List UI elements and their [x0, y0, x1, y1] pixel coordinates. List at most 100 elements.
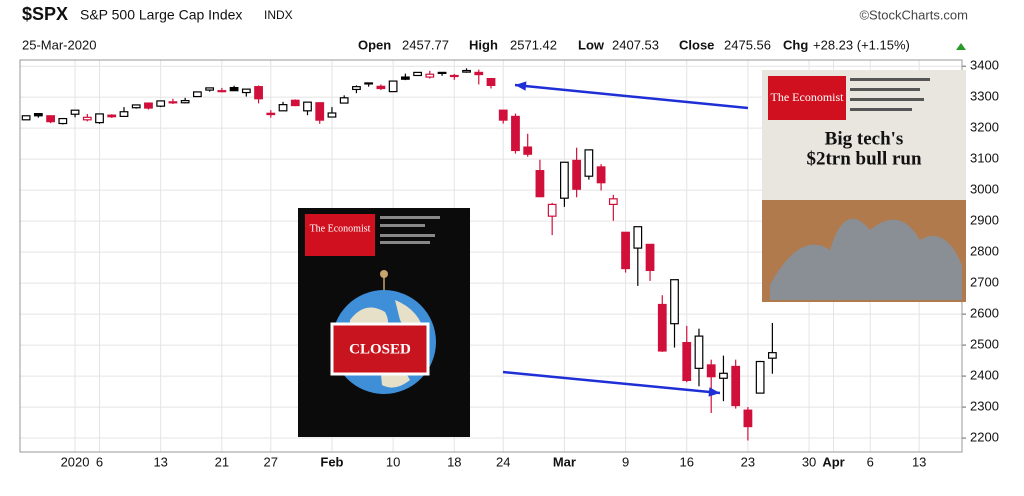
x-tick-label: Feb — [320, 454, 343, 469]
cover-line — [380, 216, 440, 219]
cover-masthead: The Economist — [771, 90, 845, 104]
candle-body — [388, 80, 398, 93]
candle-body — [254, 86, 263, 100]
candle-body — [266, 112, 276, 116]
candle-body — [437, 71, 447, 74]
cover-line — [850, 98, 924, 101]
candle-body — [95, 113, 104, 124]
cover-line — [850, 88, 920, 91]
source: ©StockCharts.com — [859, 7, 968, 22]
candle-body — [670, 279, 679, 325]
y-tick-label: 2600 — [970, 306, 999, 321]
x-tick-label: 10 — [386, 454, 400, 469]
candle-body — [46, 115, 55, 123]
candle-body — [511, 115, 520, 152]
y-tick-label: 2400 — [970, 368, 999, 383]
y-tick-label: 2300 — [970, 399, 999, 414]
candle-body — [241, 88, 251, 94]
candle-body — [82, 116, 92, 121]
arrow — [514, 83, 749, 110]
candle-body — [400, 76, 410, 80]
x-tick-label: 30 — [802, 454, 816, 469]
candle-body — [131, 104, 141, 109]
arrow-head — [708, 387, 720, 397]
x-tick-label: 24 — [496, 454, 510, 469]
y-tick-label: 2700 — [970, 275, 999, 290]
candle-body — [21, 115, 31, 121]
x-tick-label: 13 — [912, 454, 926, 469]
candle-body — [706, 364, 716, 378]
land — [348, 300, 425, 388]
change-label: Chg — [783, 37, 808, 52]
candle-body — [70, 109, 80, 115]
candle-body — [327, 112, 337, 118]
arrow — [502, 370, 721, 395]
x-tick-label: 13 — [153, 454, 167, 469]
candle-body — [168, 101, 178, 104]
x-tick-label: 2020 — [61, 454, 90, 469]
candle-body — [596, 166, 606, 184]
candle-body — [229, 86, 239, 92]
candle-body — [694, 335, 704, 369]
arrow-head — [515, 81, 527, 91]
candle-body — [608, 198, 618, 206]
x-tick-label: 18 — [447, 454, 461, 469]
candle-body — [535, 170, 545, 198]
candle-body — [303, 101, 312, 112]
y-tick-label: 3300 — [970, 89, 999, 104]
candle-body — [767, 352, 777, 359]
y-tick-label: 2500 — [970, 337, 999, 352]
candle-body — [278, 104, 288, 112]
candle-body — [352, 86, 361, 91]
open-value: 2457.77 — [402, 37, 449, 52]
candle-body — [474, 71, 484, 76]
cover-masthead: The Economist — [310, 223, 371, 234]
low-value: 2407.53 — [612, 37, 659, 52]
candle-body — [523, 146, 533, 155]
closed-sign — [330, 322, 430, 376]
candle-body — [425, 73, 435, 78]
up-arrow — [956, 43, 966, 50]
candle-body — [498, 109, 508, 121]
close-label: Close — [679, 37, 714, 52]
candle-body — [107, 114, 117, 118]
y-tick-label: 3100 — [970, 151, 999, 166]
candle-body — [633, 226, 643, 249]
cover-line — [380, 224, 425, 227]
y-tick-label: 2200 — [970, 429, 999, 444]
candle-body — [584, 149, 594, 177]
x-tick-label: 6 — [867, 454, 874, 469]
bulls — [770, 218, 962, 300]
date: 25-Mar-2020 — [22, 37, 96, 52]
candle-body — [217, 90, 227, 93]
candle-body — [719, 372, 728, 379]
annotations: The Economist CLOSED The Economist Big t… — [298, 70, 966, 437]
cover-headline: Big tech's — [825, 128, 904, 149]
candle-body — [339, 97, 349, 104]
cover-line — [850, 108, 912, 111]
candle-body — [743, 409, 753, 428]
y-tick-label: 2900 — [970, 213, 999, 228]
exchange: INDX — [264, 8, 293, 22]
candle-body — [413, 71, 422, 77]
candle-body — [315, 102, 325, 121]
y-tick-label: 3200 — [970, 120, 999, 135]
candle-body — [180, 99, 190, 104]
cover-line — [850, 78, 930, 81]
candle-body — [572, 159, 582, 190]
close-value: 2475.56 — [724, 37, 771, 52]
cover-logo — [768, 76, 846, 120]
candle-body — [560, 161, 569, 199]
cover-line — [380, 241, 430, 244]
change-value: +28.23 (+1.15%) — [813, 37, 910, 52]
candle-body — [547, 203, 557, 217]
candle-body — [486, 77, 496, 87]
cover-logo — [305, 214, 375, 256]
x-tick-label: Apr — [822, 454, 844, 469]
candle-body — [144, 102, 153, 109]
cover-line — [380, 234, 435, 237]
open-label: Open — [358, 37, 391, 52]
candle-body — [364, 82, 374, 85]
y-tick-label: 2800 — [970, 244, 999, 259]
